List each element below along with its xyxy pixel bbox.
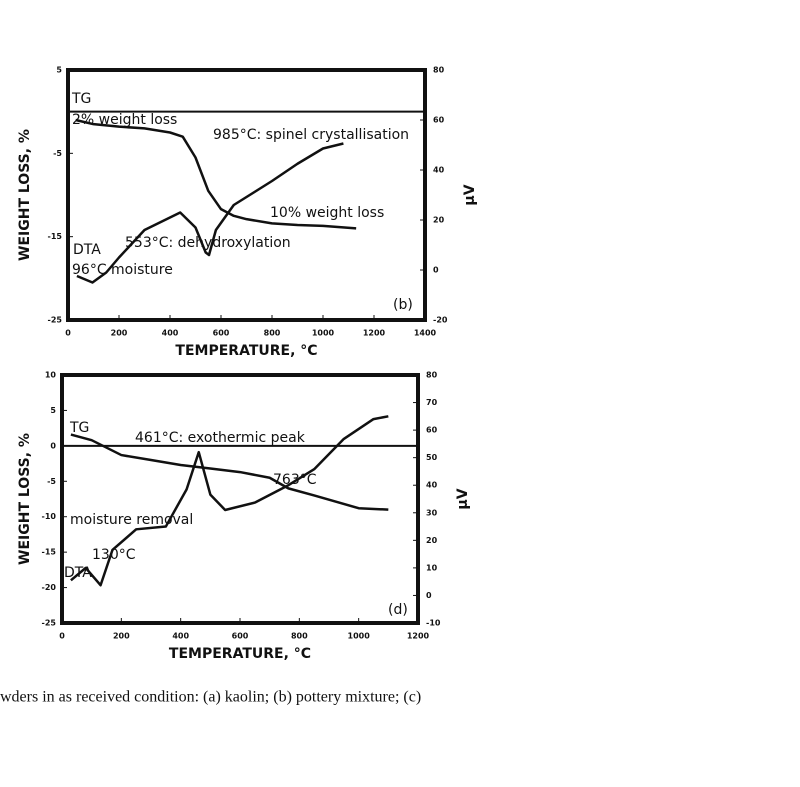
- annotation: moisture removal: [70, 512, 193, 528]
- line: [70, 433, 389, 511]
- annotation: 763°C: [273, 472, 317, 488]
- plot-frame: [60, 373, 420, 625]
- y-tick-label: 0: [50, 441, 56, 450]
- annotation: 96°C moisture: [72, 262, 173, 278]
- y-tick-label: -5: [47, 477, 56, 486]
- plot-frame: [66, 68, 427, 322]
- y2-tick-label: 40: [426, 481, 438, 490]
- x-tick-label: 800: [264, 329, 281, 338]
- x-tick-label: 0: [59, 632, 65, 641]
- y2-tick-label: 20: [433, 216, 445, 225]
- x-tick-label: 400: [172, 632, 189, 641]
- y2-tick-label: 10: [426, 563, 438, 572]
- x-axis-title: TEMPERATURE, °C: [175, 343, 317, 359]
- y2-tick-label: 80: [426, 371, 438, 380]
- annotation: (d): [388, 602, 408, 618]
- y2-tick-label: 0: [433, 266, 439, 275]
- y2-axis-title: μV: [455, 488, 471, 509]
- y-tick-label: 5: [50, 406, 56, 415]
- series-label: DTA: [64, 565, 92, 581]
- line: [75, 118, 357, 230]
- y-tick-label: -15: [42, 548, 57, 557]
- y2-axis-title: μV: [462, 184, 478, 205]
- x-tick-label: 600: [232, 632, 249, 641]
- x-tick-label: 0: [65, 329, 71, 338]
- y2-tick-label: 40: [433, 166, 445, 175]
- y2-tick-label: 80: [433, 66, 445, 75]
- x-tick-label: 1200: [363, 329, 386, 338]
- y2-tick-label: 50: [426, 453, 438, 462]
- y-tick-label: -5: [53, 149, 62, 158]
- x-tick-label: 1400: [414, 329, 437, 338]
- series-label: TG: [71, 91, 91, 107]
- x-tick-label: 1000: [312, 329, 335, 338]
- y2-tick-label: 30: [426, 508, 438, 517]
- annotation: 553°C: dehydroxylation: [125, 235, 291, 251]
- series-label: DTA: [73, 242, 101, 258]
- annotation: 985°C: spinel crystallisation: [213, 127, 409, 143]
- y2-tick-label: 60: [426, 426, 438, 435]
- y2-tick-label: 70: [426, 398, 438, 407]
- annotation: 2% weight loss: [72, 112, 177, 128]
- x-tick-label: 600: [213, 329, 230, 338]
- y-tick-label: 10: [45, 371, 57, 380]
- y-axis-title: WEIGHT LOSS, %: [17, 433, 33, 565]
- x-tick-label: 200: [113, 632, 130, 641]
- annotation: 10% weight loss: [270, 205, 384, 221]
- x-axis-title: TEMPERATURE, °C: [169, 646, 311, 662]
- series-label: TG: [69, 420, 89, 436]
- line: [70, 415, 389, 587]
- y-tick-label: -10: [42, 512, 57, 521]
- y-tick-label: -25: [42, 619, 57, 628]
- y2-tick-label: -10: [426, 619, 441, 628]
- y-tick-label: -15: [48, 232, 63, 241]
- caption: wders in as received condition: (a) kaol…: [0, 689, 421, 706]
- annotation: 461°C: exothermic peak: [135, 430, 306, 446]
- y-tick-label: -20: [42, 583, 57, 592]
- x-tick-label: 400: [162, 329, 179, 338]
- y2-tick-label: 0: [426, 591, 432, 600]
- y-axis-title: WEIGHT LOSS, %: [17, 129, 33, 261]
- annotation: (b): [393, 297, 413, 313]
- x-tick-label: 800: [291, 632, 308, 641]
- y-tick-label: -25: [48, 316, 63, 325]
- annotation: 130°C: [92, 547, 136, 563]
- y-tick-label: 5: [56, 66, 62, 75]
- line: [76, 142, 344, 284]
- y2-tick-label: 60: [433, 116, 445, 125]
- y2-tick-label: 20: [426, 536, 438, 545]
- x-tick-label: 1200: [407, 632, 430, 641]
- y2-tick-label: -20: [433, 316, 448, 325]
- x-tick-label: 1000: [348, 632, 371, 641]
- x-tick-label: 200: [111, 329, 128, 338]
